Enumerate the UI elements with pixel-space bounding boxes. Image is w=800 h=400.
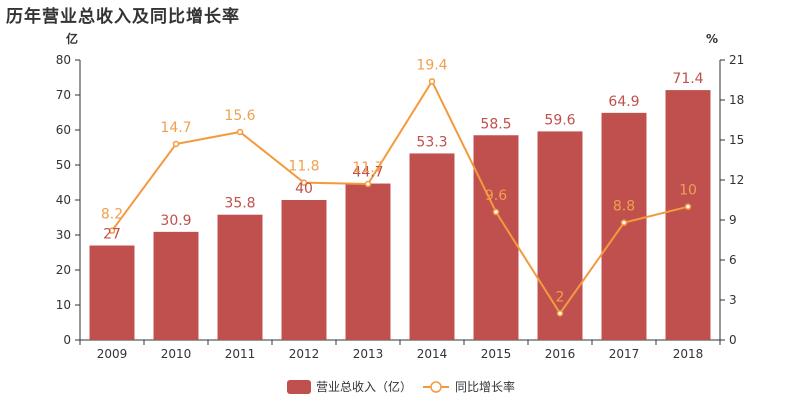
line-value-label: 9.6 <box>485 188 507 204</box>
legend-line-label: 同比增长率 <box>455 379 515 394</box>
y-left-unit: 亿 <box>66 31 78 46</box>
y-left-tick-label: 50 <box>56 158 71 172</box>
bar-value-label: 53.3 <box>416 134 447 150</box>
line-point <box>556 310 564 317</box>
y-right-tick-label: 18 <box>729 93 744 107</box>
bar <box>153 231 199 340</box>
line-point <box>492 208 500 216</box>
x-tick-label: 2017 <box>609 347 640 361</box>
y-right-tick-label: 15 <box>729 133 744 147</box>
bar-value-label: 27 <box>103 227 121 243</box>
bar-value-label: 40 <box>295 181 313 197</box>
line-point <box>108 227 116 234</box>
legend-line-marker <box>430 381 442 393</box>
legend: 营业总收入（亿） 同比增长率 <box>287 379 515 394</box>
y-left-tick-label: 0 <box>63 333 71 347</box>
bar <box>665 90 711 340</box>
y-right-tick-label: 3 <box>729 293 737 307</box>
y-left-tick-label: 40 <box>56 193 71 207</box>
line-value-label: 2 <box>556 289 565 305</box>
legend-bar-label: 营业总收入（亿） <box>316 379 412 394</box>
line-point <box>172 140 180 148</box>
x-tick-label: 2010 <box>161 347 192 361</box>
bar-value-label: 44.7 <box>352 165 383 181</box>
line-value-label: 14.7 <box>160 120 191 136</box>
bar <box>473 135 519 340</box>
line-point <box>300 179 308 186</box>
bar <box>345 183 391 340</box>
bar <box>89 245 135 340</box>
bar-value-label: 71.4 <box>672 71 703 87</box>
x-tick-label: 2018 <box>673 347 704 361</box>
bar-value-label: 30.9 <box>160 213 191 229</box>
line-value-label: 10 <box>679 183 697 199</box>
line-value-label: 8.8 <box>613 199 635 215</box>
x-tick-label: 2016 <box>545 347 576 361</box>
y-left-tick-label: 70 <box>56 88 71 102</box>
x-tick-label: 2013 <box>353 347 384 361</box>
line-point <box>236 128 244 136</box>
y-right-tick-label: 9 <box>729 213 737 227</box>
y-right-unit: % <box>706 32 718 46</box>
line-point <box>428 78 436 85</box>
bar-value-label: 35.8 <box>224 196 255 212</box>
y-left-tick-label: 60 <box>56 123 71 137</box>
line-value-label: 15.6 <box>224 108 255 124</box>
x-tick-label: 2009 <box>97 347 128 361</box>
x-tick-label: 2011 <box>225 347 256 361</box>
chart-title: 历年营业总收入及同比增长率 <box>6 7 240 27</box>
line-value-label: 11.8 <box>288 159 319 175</box>
line-layer <box>108 78 692 317</box>
bars-layer <box>89 90 711 340</box>
bar-value-label: 64.9 <box>608 94 639 110</box>
line-point <box>684 203 692 210</box>
bar-value-label: 59.6 <box>544 112 575 128</box>
bar <box>537 131 583 340</box>
line-value-label: 8.2 <box>101 207 123 223</box>
line-point <box>620 219 628 226</box>
bar-value-label: 58.5 <box>480 116 511 132</box>
x-tick-label: 2012 <box>289 347 320 361</box>
line-value-label: 11.7 <box>352 160 383 176</box>
line-point <box>364 180 372 188</box>
bar <box>409 153 455 340</box>
y-right-tick-label: 21 <box>729 53 744 67</box>
y-left-tick-label: 10 <box>56 298 71 312</box>
bar <box>217 214 263 340</box>
y-left-tick-label: 80 <box>56 53 71 67</box>
x-tick-label: 2014 <box>417 347 448 361</box>
bar <box>601 112 647 340</box>
growth-line <box>111 79 689 316</box>
bar <box>281 200 327 340</box>
labels-layer: 27 30.9 35.8 40 44.7 53.3 58.5 59.6 64.9 71.4 8.2 1… <box>101 57 704 305</box>
y-left-tick-label: 30 <box>56 228 71 242</box>
y-right-tick-label: 12 <box>729 173 744 187</box>
y-right-tick-label: 0 <box>729 333 737 347</box>
y-right-tick-label: 6 <box>729 253 737 267</box>
line-value-label: 19.4 <box>416 57 447 73</box>
legend-bar-swatch <box>287 380 311 394</box>
x-tick-label: 2015 <box>481 347 512 361</box>
y-left-tick-label: 20 <box>56 263 71 277</box>
